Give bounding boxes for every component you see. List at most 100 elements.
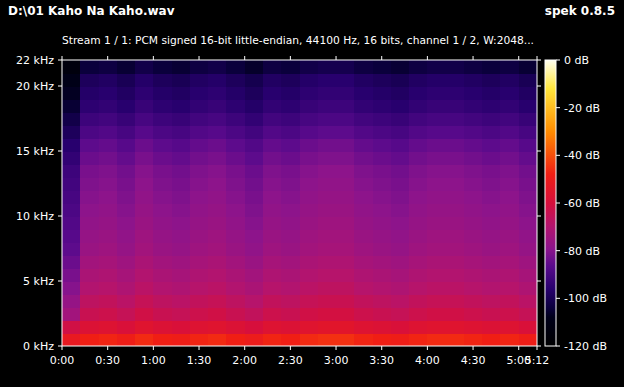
cell [409, 73, 428, 87]
cell [300, 307, 319, 321]
colorbar-tick-label: 0 dB [564, 54, 589, 67]
cell [519, 177, 537, 191]
cell [263, 320, 282, 334]
cell [427, 242, 446, 256]
cell [153, 73, 172, 87]
x-tick-top [107, 56, 108, 60]
cell [226, 73, 245, 87]
cell [500, 216, 519, 230]
cell [190, 242, 209, 256]
subtitle: Stream 1 / 1: PCM signed 16-bit little-e… [62, 34, 534, 47]
cell [464, 60, 483, 74]
cell [427, 86, 446, 100]
cell [409, 307, 428, 321]
cell [190, 177, 209, 191]
cell [62, 190, 81, 204]
x-tick-label: 4:00 [415, 354, 440, 367]
cell [62, 138, 81, 152]
cell [99, 255, 118, 269]
x-tick [153, 346, 154, 350]
cell [99, 216, 118, 230]
cell [427, 333, 446, 346]
cell [446, 242, 465, 256]
cell [391, 99, 410, 113]
cell [500, 255, 519, 269]
cell [464, 151, 483, 165]
y-tick-label: 10 kHz [16, 210, 54, 223]
cell [391, 255, 410, 269]
x-tick-top [199, 56, 200, 60]
cell [80, 307, 99, 321]
cell [354, 268, 373, 282]
cell [99, 190, 118, 204]
cell [263, 112, 282, 126]
cell [336, 268, 355, 282]
cell [281, 164, 300, 178]
cell [409, 281, 428, 295]
cell [373, 281, 392, 295]
cell [80, 242, 99, 256]
cell [172, 86, 191, 100]
cell [336, 125, 355, 139]
cell [190, 73, 209, 87]
cell [354, 333, 373, 346]
x-tick-top [290, 56, 291, 60]
cell [153, 268, 172, 282]
cell [354, 138, 373, 152]
cell [245, 151, 264, 165]
cell [99, 99, 118, 113]
x-tick-top [62, 56, 63, 60]
cell [99, 86, 118, 100]
cell [354, 177, 373, 191]
cell [519, 294, 537, 308]
cell [99, 320, 118, 334]
y-tick [58, 281, 62, 282]
cell [153, 138, 172, 152]
cell [318, 177, 337, 191]
cell [373, 320, 392, 334]
cell [226, 164, 245, 178]
cell [519, 164, 537, 178]
cell [135, 190, 154, 204]
cell [373, 125, 392, 139]
cell [226, 281, 245, 295]
cell [153, 60, 172, 74]
cell [427, 125, 446, 139]
cell [318, 281, 337, 295]
cell [519, 138, 537, 152]
cell [464, 268, 483, 282]
cell [172, 125, 191, 139]
cell [153, 112, 172, 126]
cell [500, 138, 519, 152]
cell [281, 294, 300, 308]
cell [226, 99, 245, 113]
cell [354, 99, 373, 113]
cell [519, 99, 537, 113]
chart: 0:000:301:001:302:002:303:003:304:004:30… [0, 0, 624, 387]
x-tick [107, 346, 108, 350]
cell [318, 320, 337, 334]
cell [117, 307, 136, 321]
x-tick-label: 3:30 [369, 354, 394, 367]
cell [500, 73, 519, 87]
cell [318, 255, 337, 269]
colorbar-tick [556, 155, 560, 156]
y-tick-right [537, 281, 541, 282]
cell [464, 73, 483, 87]
cell [354, 216, 373, 230]
cell [190, 307, 209, 321]
cell [62, 203, 81, 217]
cell [427, 203, 446, 217]
cell [62, 164, 81, 178]
cell [482, 229, 501, 243]
cell [409, 60, 428, 74]
cell [135, 268, 154, 282]
cell [190, 255, 209, 269]
cell [464, 281, 483, 295]
cell [464, 294, 483, 308]
cell [153, 99, 172, 113]
cell [117, 86, 136, 100]
cell [245, 268, 264, 282]
cell [80, 164, 99, 178]
cell [153, 86, 172, 100]
